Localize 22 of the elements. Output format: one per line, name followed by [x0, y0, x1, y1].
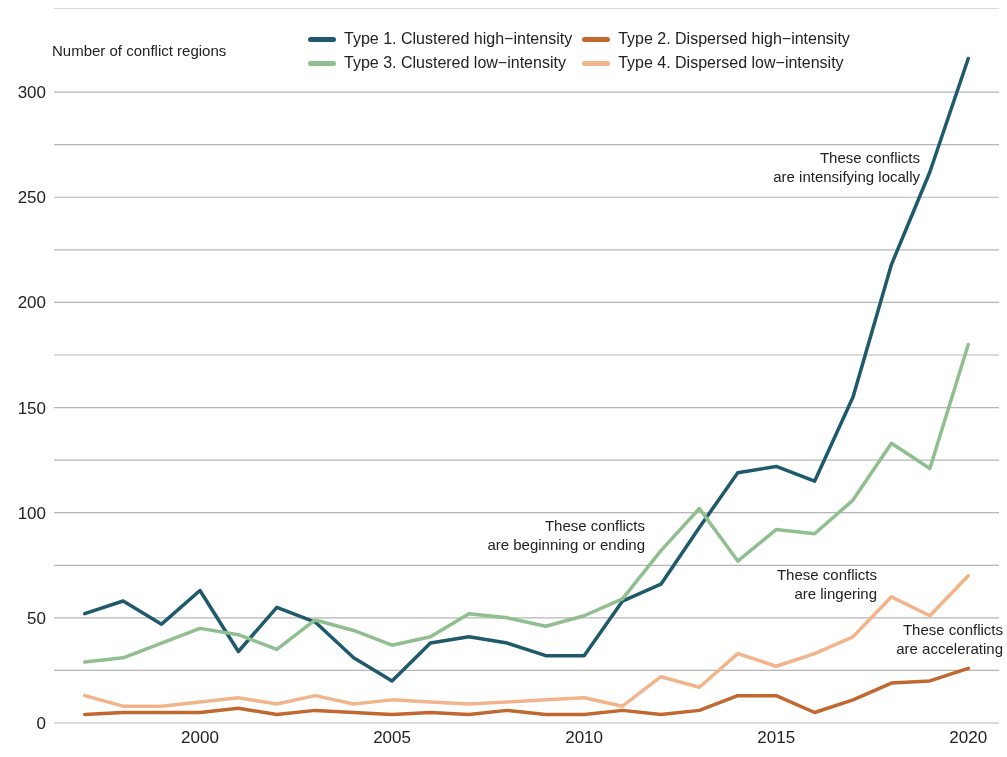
y-tick-label: 150	[17, 398, 46, 418]
y-tick-label: 250	[17, 188, 46, 208]
legend-label: Type 1. Clustered high−intensity	[344, 30, 573, 48]
y-tick-label: 200	[17, 293, 46, 313]
annotation: These conflicts are intensifying locally	[773, 148, 920, 186]
annotation: These conflicts are accelerating	[896, 620, 1003, 658]
x-tick-label: 2005	[373, 728, 411, 748]
y-tick-label: 50	[27, 608, 46, 628]
x-tick-label: 2020	[949, 728, 988, 748]
annotation: These conflicts are lingering	[776, 565, 877, 603]
x-tick-label: 2010	[565, 728, 604, 748]
legend-label: Type 4. Dispersed low−intensity	[618, 54, 844, 72]
legend-label: Type 3. Clustered low−intensity	[344, 54, 566, 72]
line-series	[82, 666, 971, 717]
y-tick-label: 100	[17, 503, 46, 523]
x-tick-label: 2015	[757, 728, 796, 748]
y-axis-title: Number of conflict regions	[52, 42, 227, 59]
y-tick-label: 0	[36, 714, 46, 734]
annotation: These conflicts are beginning or ending	[487, 516, 645, 554]
legend-label: Type 2. Dispersed high−intensity	[618, 30, 850, 48]
y-tick-label: 300	[17, 83, 46, 103]
x-tick-label: 2000	[181, 728, 219, 748]
